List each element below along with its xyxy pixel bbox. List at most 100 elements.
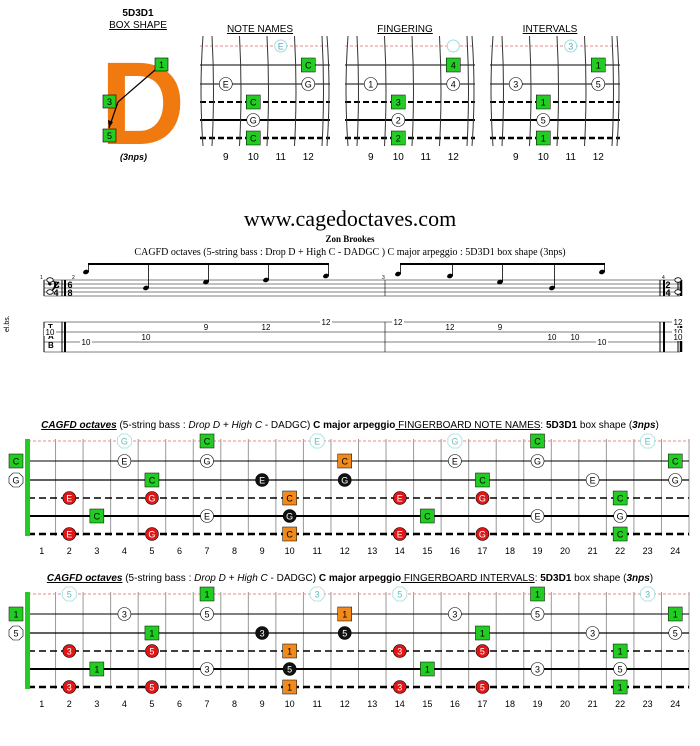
logo-marker-root: 1 (159, 60, 164, 70)
fret-number: 13 (367, 699, 377, 709)
tab-number-bg (260, 323, 272, 331)
tab-number-bg (140, 333, 152, 341)
open-note-octagon (8, 625, 24, 641)
note-label: 5 (673, 628, 678, 638)
note-label: E (66, 493, 72, 503)
note-label: E (452, 456, 458, 466)
tab-fret-number: 10 (82, 338, 91, 347)
note-label: C (204, 436, 211, 446)
note-circle (668, 626, 683, 640)
small-note-box (246, 94, 261, 110)
fret-number: 14 (395, 699, 405, 709)
small-break-left (200, 35, 204, 147)
fret-number: 18 (505, 699, 515, 709)
time-signature-bottom: 4 (53, 288, 58, 298)
small-diagram-header-names: NOTE NAMES (226, 24, 294, 35)
note-label: 5 (535, 609, 540, 619)
small-fret-line (556, 35, 559, 147)
note-head (395, 271, 401, 277)
note-circle (200, 662, 214, 676)
note-circle (475, 491, 490, 505)
measure-number: 1 (40, 275, 43, 281)
tab-fret-number: 12 (446, 323, 455, 332)
small-fret-line (584, 35, 587, 147)
small-fret-line (411, 35, 414, 147)
small-diagram-2: 3 1 3 5 1 5 1 9 10 11 12 (490, 35, 620, 163)
note-circle (62, 644, 77, 658)
small-fret-number: 9 (368, 152, 374, 163)
fret-number: 4 (122, 699, 127, 709)
tab-number-bg (672, 328, 684, 336)
ghost-marker (274, 39, 288, 53)
fingerboard-intervals: 155 1 3 5 1 33 5 1 3 5 11 3 5 1 3 53 5 1 3 5 11 3 5 1 3 53 5 1 3 5 11 2… (8, 586, 690, 709)
nut (25, 439, 30, 536)
title-segment: Drop D + High C (194, 573, 268, 584)
note-label: E (66, 529, 72, 539)
note-label: C (672, 456, 679, 466)
time-signature-bottom: 4 (665, 288, 670, 298)
note-label: 5 (67, 589, 72, 599)
small-break-right (616, 35, 620, 147)
fret-number: 16 (450, 546, 460, 556)
small-note-circle (591, 77, 606, 91)
note-box (475, 625, 490, 641)
fret-number: 16 (450, 699, 460, 709)
note-label: E (645, 436, 651, 446)
note-label: C (341, 456, 348, 466)
ghost-note (61, 586, 77, 602)
fret-number: 22 (615, 699, 625, 709)
note-label: 5 (397, 589, 402, 599)
small-note-box (301, 57, 316, 73)
tab-fret-number: 10 (46, 328, 55, 337)
fret-number: 1 (39, 546, 44, 556)
note-label: C (94, 511, 101, 521)
note-label: C (149, 475, 156, 485)
note-label: E (314, 436, 320, 446)
note-label: C (534, 436, 541, 446)
title-segment: - DADGC) (262, 420, 314, 431)
fret-number: 17 (477, 546, 487, 556)
fingerboard-note-names-title: CAGFD octaves (5-string bass : Drop D + … (0, 420, 700, 431)
fret-number: 2 (67, 699, 72, 709)
ghost-note (116, 433, 132, 449)
note-label: 1 (205, 589, 210, 599)
ghost-note (309, 586, 325, 602)
title-segment: (5-string bass : (116, 420, 189, 431)
small-fret-line (239, 35, 242, 147)
note-circle (62, 527, 77, 541)
score-subtitle: CAGFD octaves (5-string bass : Drop D + … (134, 247, 566, 258)
note-box (282, 643, 297, 659)
time-signature-top: 2 (665, 280, 670, 290)
note-label: 1 (618, 682, 623, 692)
small-note-label: G (250, 115, 257, 125)
small-fret-number: 11 (276, 152, 287, 163)
small-note-box (446, 57, 461, 73)
title-segment: CAGFD octaves (41, 420, 117, 431)
fret-number: 24 (670, 546, 680, 556)
note-label: G (672, 475, 679, 485)
note-box (199, 433, 215, 449)
note-label: G (148, 529, 155, 539)
note-box (282, 490, 297, 506)
small-note-box (536, 94, 551, 110)
note-circle (475, 680, 490, 694)
note-label: 1 (535, 589, 540, 599)
title-segment: ) (655, 420, 659, 431)
fret-number: 22 (615, 546, 625, 556)
note-label: 1 (342, 609, 347, 619)
measure-number: 2 (72, 275, 75, 281)
note-label: C (617, 529, 624, 539)
small-break-left (345, 35, 349, 147)
chord-note-head (674, 289, 682, 295)
note-circle (475, 644, 490, 658)
title-segment: C major arpeggio (318, 573, 402, 584)
note-label: 1 (94, 664, 99, 674)
note-circle (448, 454, 462, 468)
small-fret-number: 10 (538, 152, 550, 163)
small-diagram-1: 4 1 4 3 2 2 9 10 11 12 (345, 35, 475, 163)
note-label: 3 (122, 609, 127, 619)
note-circle (668, 473, 683, 487)
instrument-label: el.bs. (4, 315, 11, 332)
small-fret-number: 12 (303, 152, 315, 163)
